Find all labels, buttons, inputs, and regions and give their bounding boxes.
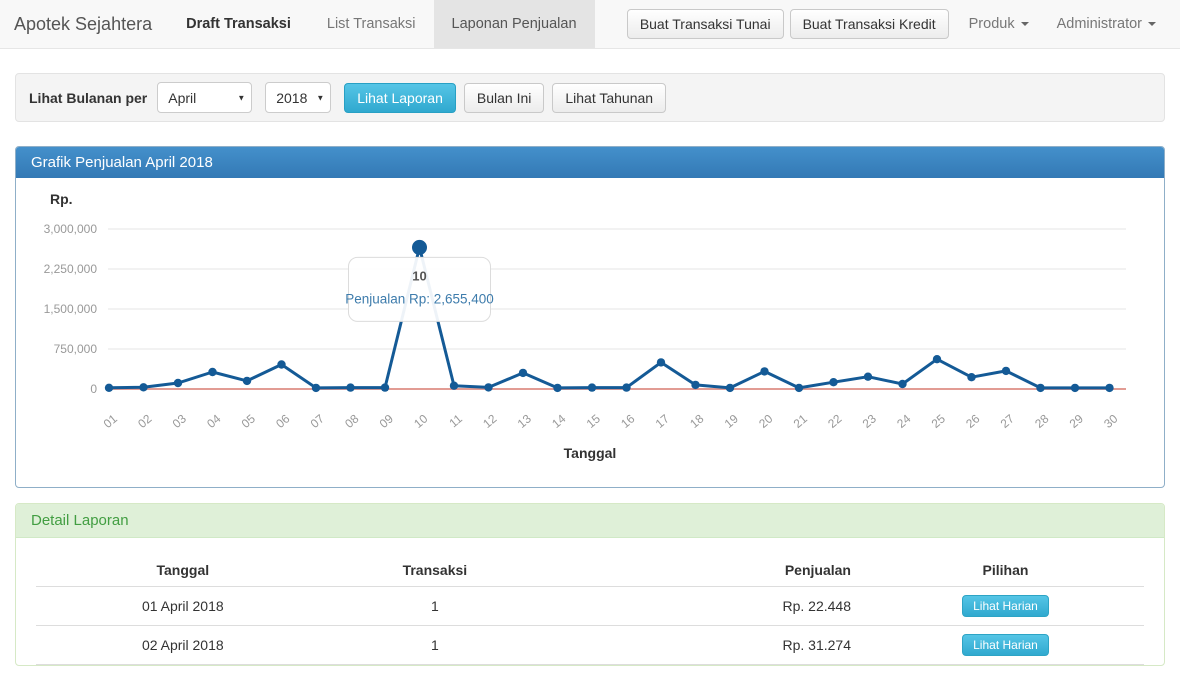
svg-text:750,000: 750,000 xyxy=(54,342,98,356)
svg-text:3,000,000: 3,000,000 xyxy=(44,222,98,236)
svg-text:16: 16 xyxy=(618,411,637,431)
chart-panel-body: Rp. 0 750,000 1,500,000 2,250,000 3,000,000 0… xyxy=(16,191,1164,487)
caret-down-icon xyxy=(1020,22,1029,26)
svg-text:01: 01 xyxy=(101,411,120,431)
table-row: 01 April 2018 1 Rp. 22.448 Lihat Harian xyxy=(36,586,1144,626)
lihat-laporan-button[interactable]: Lihat Laporan xyxy=(344,82,456,113)
svg-text:09: 09 xyxy=(377,411,396,431)
sales-line-chart[interactable]: 0 750,000 1,500,000 2,250,000 3,000,000 01 02 0… xyxy=(20,213,1160,435)
buat-transaksi-tunai-button[interactable]: Buat Transaksi Tunai xyxy=(626,9,784,39)
nav-item-list-transaksi[interactable]: List Transaksi xyxy=(326,16,416,32)
header-penjualan: Penjualan xyxy=(540,554,867,587)
chart-panel: Grafik Penjualan April 2018 Rp. 0 750,000… xyxy=(15,146,1165,488)
svg-text:08: 08 xyxy=(342,411,361,431)
svg-text:06: 06 xyxy=(273,411,292,431)
cell-penjualan: Rp. 22.448 xyxy=(540,586,867,626)
header-pilihan: Pilihan xyxy=(866,554,1144,587)
svg-text:30: 30 xyxy=(1101,411,1120,431)
nav-links: Draft Transaksi List Transaksi Laponan P… xyxy=(168,0,595,48)
cell-penjualan: Rp. 31.274 xyxy=(540,625,867,665)
nav-item-laporan-penjualan[interactable]: Laponan Penjualan xyxy=(433,0,595,48)
year-select[interactable]: 2018 xyxy=(265,82,332,113)
administrator-dropdown-label: Administrator xyxy=(1056,16,1142,32)
navbar-right: Buat Transaksi Tunai Buat Transaksi Kred… xyxy=(626,0,1180,48)
cell-tanggal: 01 April 2018 xyxy=(36,586,330,626)
lihat-harian-button[interactable]: Lihat Harian xyxy=(962,595,1049,617)
svg-text:15: 15 xyxy=(584,411,603,431)
svg-text:2,250,000: 2,250,000 xyxy=(44,262,98,276)
svg-text:18: 18 xyxy=(687,411,706,431)
svg-text:1,500,000: 1,500,000 xyxy=(44,302,98,316)
svg-text:10: 10 xyxy=(411,411,430,431)
header-tanggal: Tanggal xyxy=(36,554,330,587)
produk-dropdown[interactable]: Produk xyxy=(955,16,1043,32)
svg-text:17: 17 xyxy=(653,411,672,431)
detail-report-table: Tanggal Transaksi Penjualan Pilihan 01 A… xyxy=(36,554,1144,665)
svg-text:02: 02 xyxy=(135,411,154,431)
svg-text:05: 05 xyxy=(239,411,258,431)
svg-text:28: 28 xyxy=(1032,411,1051,431)
filter-label: Lihat Bulanan per xyxy=(29,89,148,106)
buat-transaksi-kredit-button[interactable]: Buat Transaksi Kredit xyxy=(789,9,949,39)
svg-text:24: 24 xyxy=(894,411,913,431)
month-select[interactable]: April xyxy=(157,82,253,113)
svg-text:23: 23 xyxy=(860,411,879,431)
x-axis-title: Tanggal xyxy=(563,445,617,461)
svg-text:25: 25 xyxy=(929,411,948,431)
detail-panel-body: Tanggal Transaksi Penjualan Pilihan 01 A… xyxy=(16,538,1164,665)
lihat-tahunan-button[interactable]: Lihat Tahunan xyxy=(552,82,667,113)
svg-text:27: 27 xyxy=(998,411,1017,431)
svg-text:19: 19 xyxy=(722,411,741,431)
top-navbar: Apotek Sejahtera Draft Transaksi List Tr… xyxy=(0,0,1180,49)
monthly-filter-bar: Lihat Bulanan per April ▼ 2018 ▼ Lihat L… xyxy=(15,73,1165,122)
svg-text:07: 07 xyxy=(308,411,327,431)
cell-transaksi: 1 xyxy=(329,586,541,626)
detail-panel-title: Detail Laporan xyxy=(16,504,1164,538)
lihat-harian-button[interactable]: Lihat Harian xyxy=(962,634,1049,656)
svg-text:26: 26 xyxy=(963,411,982,431)
brand-title[interactable]: Apotek Sejahtera xyxy=(14,13,153,34)
cell-tanggal: 02 April 2018 xyxy=(36,625,330,665)
svg-text:Penjualan Rp: 2,655,400: Penjualan Rp: 2,655,400 xyxy=(345,291,494,306)
svg-text:21: 21 xyxy=(791,411,810,431)
svg-text:20: 20 xyxy=(756,411,775,431)
svg-text:04: 04 xyxy=(204,411,223,431)
table-header-row: Tanggal Transaksi Penjualan Pilihan xyxy=(36,554,1144,587)
table-row: 02 April 2018 1 Rp. 31.274 Lihat Harian xyxy=(36,625,1144,665)
produk-dropdown-label: Produk xyxy=(968,16,1015,32)
svg-text:13: 13 xyxy=(515,411,534,431)
caret-down-icon xyxy=(1148,22,1156,26)
chart-area: 0 750,000 1,500,000 2,250,000 3,000,000 01 02 0… xyxy=(20,213,1160,435)
svg-text:22: 22 xyxy=(825,411,844,431)
svg-text:29: 29 xyxy=(1067,411,1086,431)
nav-item-draft-transaksi[interactable]: Draft Transaksi xyxy=(186,16,291,32)
svg-text:14: 14 xyxy=(549,411,568,431)
administrator-dropdown[interactable]: Administrator xyxy=(1043,16,1170,32)
cell-transaksi: 1 xyxy=(329,625,541,665)
header-transaksi: Transaksi xyxy=(329,554,541,587)
bulan-ini-button[interactable]: Bulan Ini xyxy=(463,82,545,113)
svg-text:11: 11 xyxy=(446,411,465,430)
svg-text:10: 10 xyxy=(412,268,426,283)
detail-panel: Detail Laporan Tanggal Transaksi Penjual… xyxy=(15,503,1165,666)
svg-text:12: 12 xyxy=(480,411,499,431)
svg-text:03: 03 xyxy=(170,411,189,431)
y-axis-unit-label: Rp. xyxy=(50,191,73,207)
chart-panel-title: Grafik Penjualan April 2018 xyxy=(16,147,1164,178)
svg-text:0: 0 xyxy=(90,382,97,396)
